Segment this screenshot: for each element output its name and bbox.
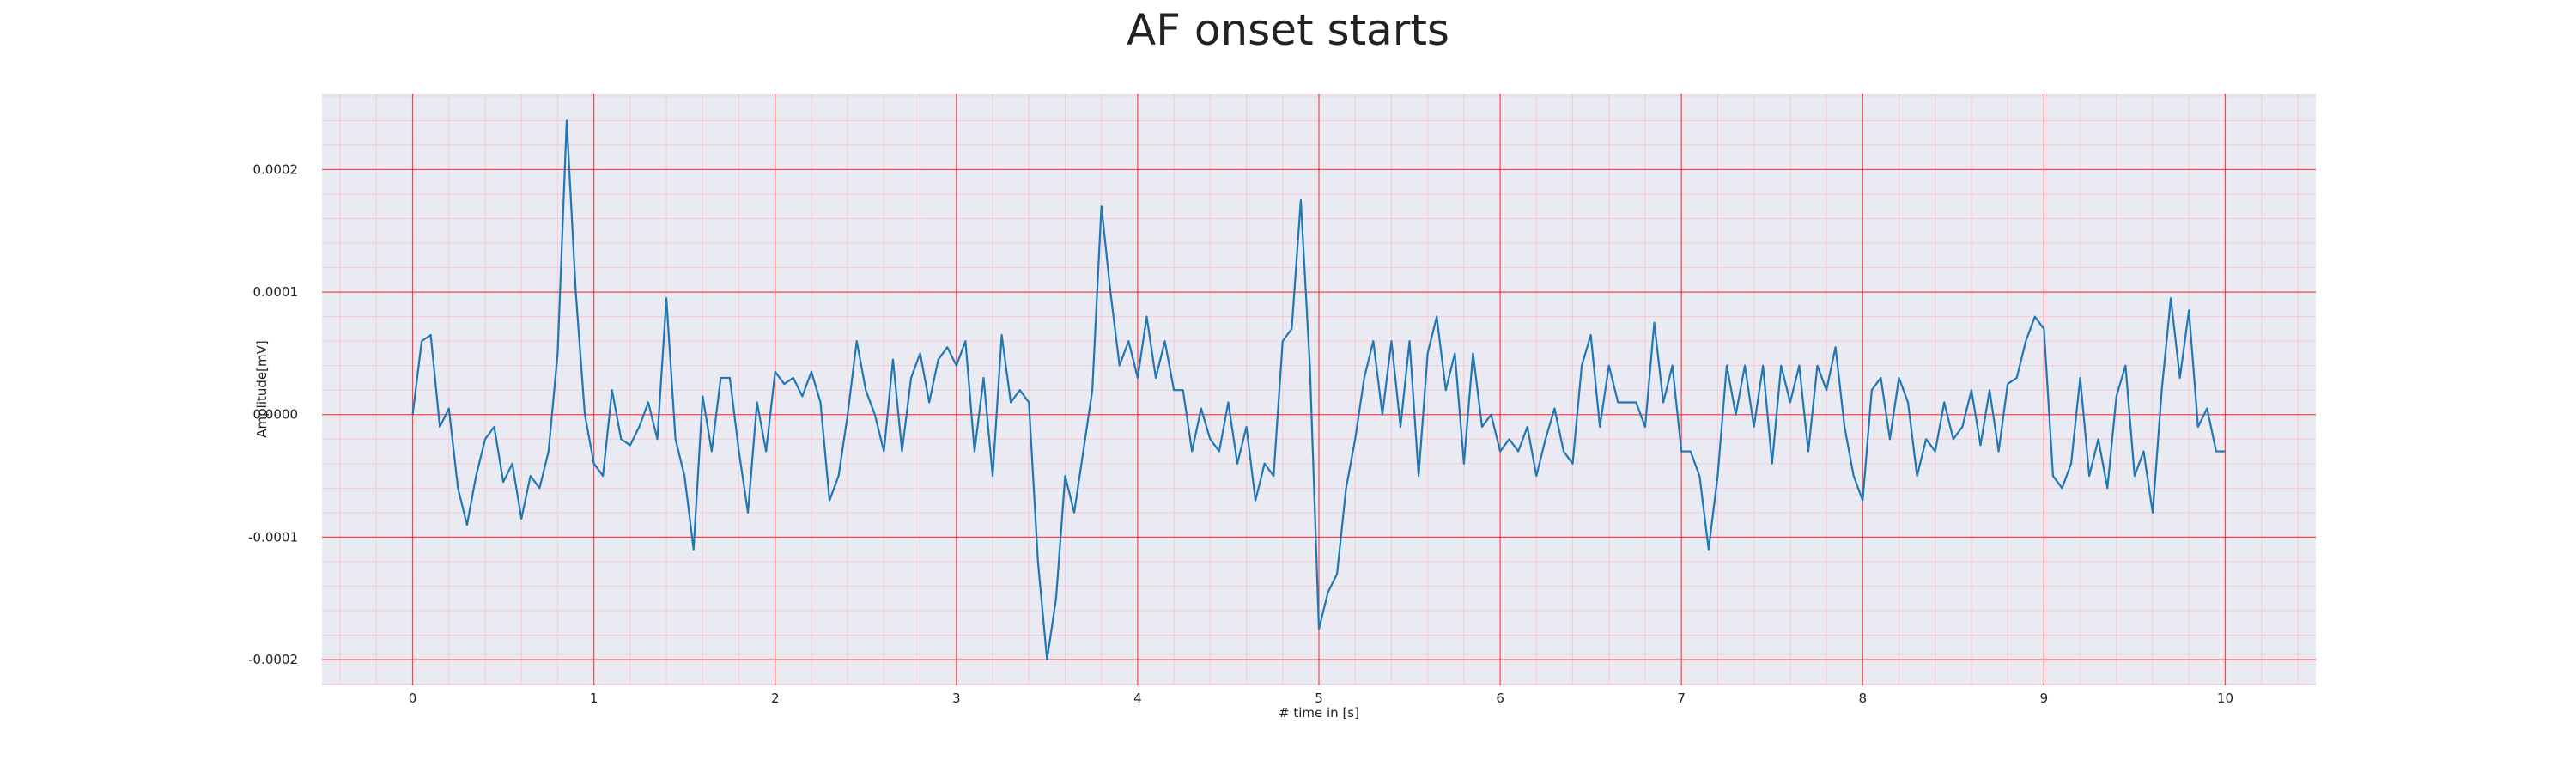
y-tick-label: 0.0000 xyxy=(253,407,299,423)
y-tick-label: -0.0002 xyxy=(248,652,298,667)
x-tick-label: 4 xyxy=(1133,691,1142,706)
signal-line xyxy=(411,119,2226,661)
x-tick-label: 8 xyxy=(1858,691,1867,706)
x-tick-label: 1 xyxy=(590,691,598,706)
x-tick-label: 3 xyxy=(952,691,961,706)
x-tick-label: 9 xyxy=(2040,691,2049,706)
x-tick-label: 5 xyxy=(1315,691,1323,706)
chart-title: AF onset starts xyxy=(1127,5,1449,55)
y-axis-label: Amplitude[mV] xyxy=(254,340,270,437)
x-tick-label: 0 xyxy=(409,691,417,706)
x-tick-label: 6 xyxy=(1496,691,1504,706)
x-tick-label: 7 xyxy=(1677,691,1686,706)
y-tick-label: 0.0002 xyxy=(253,161,299,177)
x-tick-label: 2 xyxy=(771,691,780,706)
y-tick-label: 0.0001 xyxy=(253,284,299,300)
y-tick-label: -0.0001 xyxy=(248,529,298,545)
x-axis-label: # time in [s] xyxy=(1279,705,1359,721)
x-tick-label: 10 xyxy=(2217,691,2233,706)
